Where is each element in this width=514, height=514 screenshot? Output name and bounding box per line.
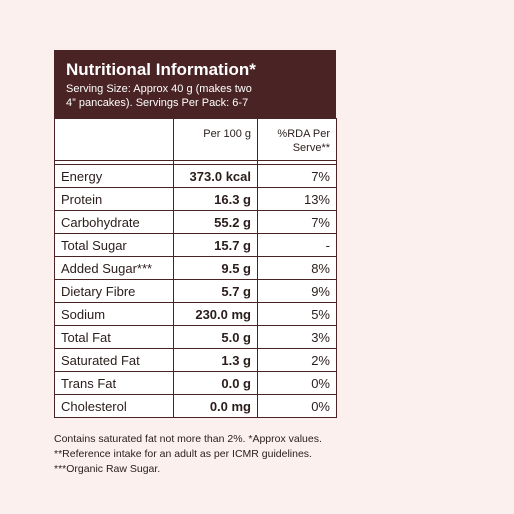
nutrition-title: Nutritional Information* bbox=[66, 60, 256, 79]
table-row: Sodium 230.0 mg 5% bbox=[54, 302, 337, 326]
nutrient-name: Total Sugar bbox=[54, 233, 174, 257]
footnote-line: **Reference intake for an adult as per I… bbox=[54, 448, 312, 460]
rda-value: 0% bbox=[257, 394, 337, 418]
per-100g-value: 15.7 g bbox=[173, 233, 258, 257]
nutrient-name: Dietary Fibre bbox=[54, 279, 174, 303]
nutrient-name: Saturated Fat bbox=[54, 348, 174, 372]
per-100g-value: 9.5 g bbox=[173, 256, 258, 280]
table-row: Saturated Fat 1.3 g 2% bbox=[54, 348, 337, 372]
table-row: Carbohydrate 55.2 g 7% bbox=[54, 210, 337, 234]
rda-value: 2% bbox=[257, 348, 337, 372]
table-row: Trans Fat 0.0 g 0% bbox=[54, 371, 337, 395]
serving-info-line-2: 4” pancakes). Servings Per Pack: 6-7 bbox=[66, 97, 249, 109]
table-row: Protein 16.3 g 13% bbox=[54, 187, 337, 211]
per-100g-value: 5.7 g bbox=[173, 279, 258, 303]
nutrient-name: Added Sugar*** bbox=[54, 256, 174, 280]
per-100g-value: 373.0 kcal bbox=[173, 164, 258, 188]
column-header-rda: %RDA Per Serve** bbox=[257, 118, 337, 161]
nutrition-table: Per 100 g %RDA Per Serve** Energy 373.0 k… bbox=[54, 118, 337, 418]
per-100g-value: 16.3 g bbox=[173, 187, 258, 211]
rda-value: 9% bbox=[257, 279, 337, 303]
rda-value: 7% bbox=[257, 210, 337, 234]
table-row: Total Sugar 15.7 g- bbox=[54, 233, 337, 257]
nutrient-name: Carbohydrate bbox=[54, 210, 174, 234]
column-header-nutrient bbox=[54, 118, 174, 161]
per-100g-value: 0.0 mg bbox=[173, 394, 258, 418]
per-100g-value: 5.0 g bbox=[173, 325, 258, 349]
nutrition-header: Nutritional Information* Serving Size: A… bbox=[54, 50, 336, 118]
rda-value: 3% bbox=[257, 325, 337, 349]
table-row: Total Fat 5.0 g 3% bbox=[54, 325, 337, 349]
rda-value: 7% bbox=[257, 164, 337, 188]
table-row: Added Sugar*** 9.5 g 8% bbox=[54, 256, 337, 280]
rda-value: 5% bbox=[257, 302, 337, 326]
footnote-line: Contains saturated fat not more than 2%.… bbox=[54, 433, 322, 445]
nutrient-name: Protein bbox=[54, 187, 174, 211]
nutrient-name: Sodium bbox=[54, 302, 174, 326]
rda-value: 13% bbox=[257, 187, 337, 211]
table-row: Cholesterol 0.0 mg 0% bbox=[54, 394, 337, 418]
nutrient-name: Trans Fat bbox=[54, 371, 174, 395]
nutrition-panel: Nutritional Information* Serving Size: A… bbox=[54, 50, 337, 418]
nutrient-name: Energy bbox=[54, 164, 174, 188]
footnotes: Contains saturated fat not more than 2%.… bbox=[54, 432, 374, 477]
rda-value: 0% bbox=[257, 371, 337, 395]
column-header-per-100g: Per 100 g bbox=[173, 118, 258, 161]
per-100g-value: 1.3 g bbox=[173, 348, 258, 372]
footnote-line: ***Organic Raw Sugar. bbox=[54, 463, 161, 475]
nutrient-name: Cholesterol bbox=[54, 394, 174, 418]
per-100g-value: 55.2 g bbox=[173, 210, 258, 234]
rda-value: - bbox=[257, 233, 337, 257]
per-100g-value: 0.0 g bbox=[173, 371, 258, 395]
nutrient-name: Total Fat bbox=[54, 325, 174, 349]
table-row: Dietary Fibre 5.7 g 9% bbox=[54, 279, 337, 303]
table-row: Energy 373.0 kcal 7% bbox=[54, 164, 337, 188]
per-100g-value: 230.0 mg bbox=[173, 302, 258, 326]
table-header-row: Per 100 g %RDA Per Serve** bbox=[54, 118, 337, 161]
serving-info-line-1: Serving Size: Approx 40 g (makes two bbox=[66, 83, 252, 95]
rda-value: 8% bbox=[257, 256, 337, 280]
